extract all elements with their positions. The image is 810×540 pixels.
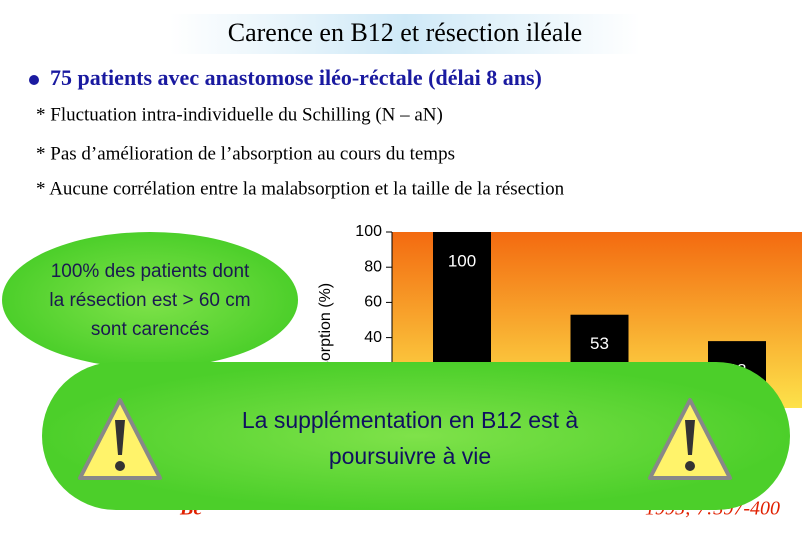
warning-icon <box>78 398 162 480</box>
callout-text: sont carencés <box>91 319 209 340</box>
y-axis-label: sorption (%) <box>317 283 334 369</box>
y-tick-label: 80 <box>364 258 382 275</box>
title-band <box>170 14 640 54</box>
title: Carence en B12 et résection iléale <box>228 18 582 47</box>
data-label: 53 <box>590 334 609 353</box>
callout-text: la résection est > 60 cm <box>49 290 250 311</box>
bullet: 75 patients avec anastomose iléo-réctale… <box>50 65 542 90</box>
y-tick-label: 60 <box>364 294 382 311</box>
subpoint: * Pas d’amélioration de l’absorption au … <box>36 143 455 164</box>
banner-text: poursuivre à vie <box>329 443 491 469</box>
warning-icon <box>648 398 732 480</box>
banner-text: La supplémentation en B12 est à <box>242 407 579 433</box>
callout-text: 100% des patients dont <box>51 261 250 282</box>
y-tick-label: 40 <box>364 329 382 346</box>
data-label: 100 <box>448 251 476 270</box>
subpoint: * Fluctuation intra-individuelle du Schi… <box>36 104 443 125</box>
callout-bubble <box>2 232 298 368</box>
banner <box>42 362 790 510</box>
subpoint: * Aucune corrélation entre la malabsorpt… <box>36 178 565 199</box>
chart: sorption (%)4060801001005338 <box>317 223 802 408</box>
y-tick-label: 100 <box>355 223 382 240</box>
bullet-dot <box>29 75 39 85</box>
